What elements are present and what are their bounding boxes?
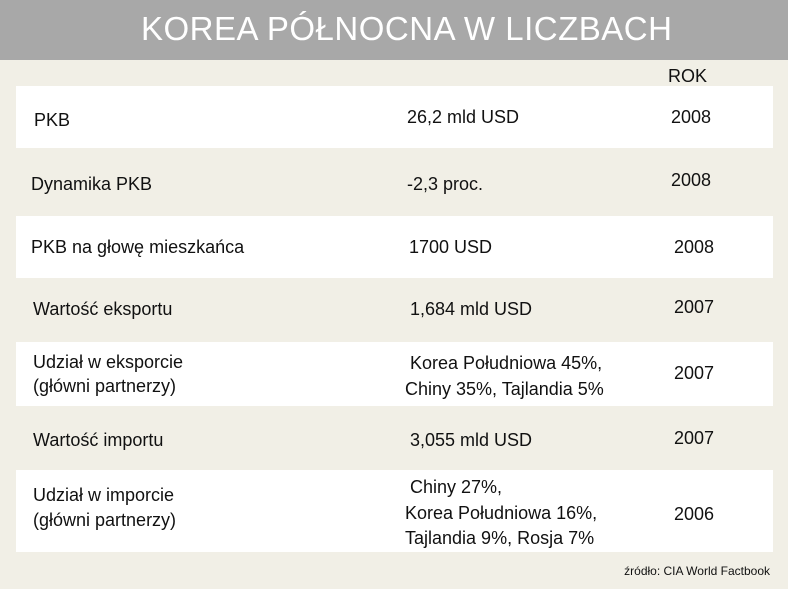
- row-label: PKB: [34, 110, 71, 130]
- row-label-line: (główni partnerzy): [33, 510, 177, 530]
- row-value: 1,684 mld USD: [410, 299, 533, 319]
- row-value-line: Chiny 27%,: [405, 477, 503, 497]
- row-year: 2007: [674, 297, 715, 317]
- row-value-line: Tajlandia 9%, Rosja 7%: [405, 528, 595, 548]
- page-title: KOREA PÓŁNOCNA W LICZBACH: [141, 10, 673, 47]
- source-note: źródło: CIA World Factbook: [624, 564, 770, 578]
- row-label-line: Udział w imporcie: [33, 485, 175, 505]
- row-year: 2006: [674, 504, 715, 524]
- table-row: Wartość importu 3,055 mld USD 2007: [0, 406, 788, 470]
- row-label-line: (główni partnerzy): [33, 376, 177, 396]
- row-year: 2008: [671, 107, 712, 127]
- row-year: 2008: [674, 237, 715, 257]
- row-year: 2007: [674, 363, 715, 383]
- row-band: [16, 86, 773, 148]
- row-year: 2008: [671, 170, 712, 190]
- row-band: [16, 216, 773, 278]
- table-row: Udział w imporcie (główni partnerzy) Chi…: [0, 470, 788, 552]
- row-value: -2,3 proc.: [407, 174, 484, 194]
- row-label: Wartość eksportu: [33, 299, 173, 319]
- table-row: Wartość eksportu 1,684 mld USD 2007: [0, 278, 788, 342]
- row-band: [16, 470, 773, 552]
- row-value: 3,055 mld USD: [410, 430, 533, 450]
- row-band: [16, 342, 773, 406]
- row-value: 26,2 mld USD: [407, 107, 520, 127]
- table-row: Udział w eksporcie (główni partnerzy) Ko…: [0, 342, 788, 406]
- row-value-line: Chiny 35%, Tajlandia 5%: [405, 379, 604, 399]
- row-value-line: Korea Południowa 16%,: [405, 503, 598, 523]
- row-label: Dynamika PKB: [31, 174, 153, 194]
- table-row: PKB na głowę mieszkańca 1700 USD 2008: [0, 216, 788, 278]
- year-column-header: ROK: [668, 66, 708, 86]
- row-label: PKB na głowę mieszkańca: [31, 237, 245, 257]
- table-row: Dynamika PKB -2,3 proc. 2008: [0, 148, 788, 216]
- row-value-line: Korea Południowa 45%,: [405, 353, 603, 373]
- row-label-line: Udział w eksporcie: [33, 352, 184, 372]
- row-value: 1700 USD: [409, 237, 493, 257]
- row-label: Wartość importu: [33, 430, 164, 450]
- row-year: 2007: [674, 428, 715, 448]
- table-row: PKB 26,2 mld USD 2008: [0, 86, 788, 148]
- title-bar: [0, 0, 788, 60]
